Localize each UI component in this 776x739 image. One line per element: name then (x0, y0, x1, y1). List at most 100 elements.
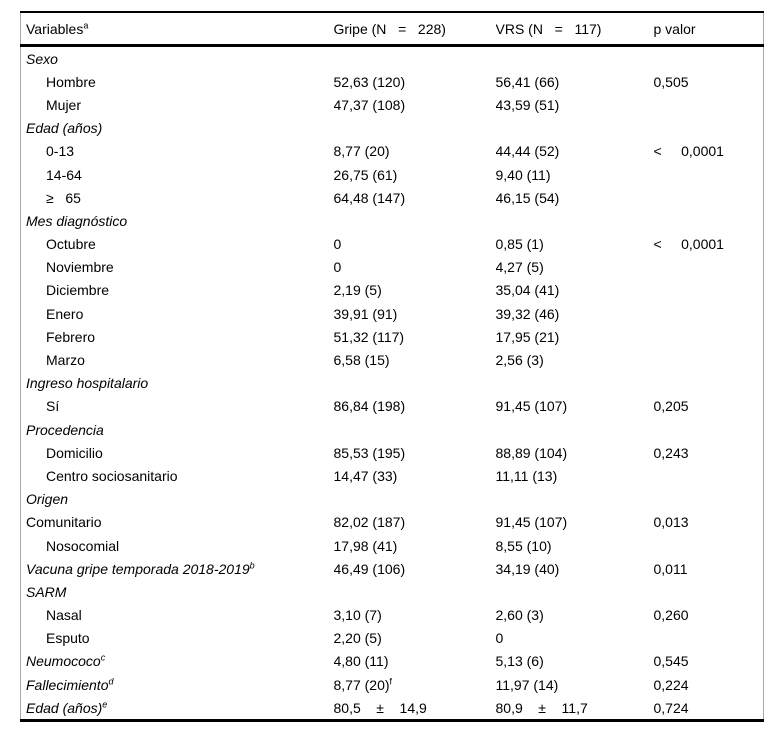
table-row: Neumocococ 4,80 (11) 5,13 (6) 0,545 (21, 650, 764, 673)
vrs-value: 88,89 (104) (495, 444, 568, 461)
vrs-value (496, 580, 654, 603)
table-row: Diciembre 2,19 (5) 35,04 (41) (21, 279, 764, 302)
header-row: Variablesa Gripe (N = 228) VRS (N = 117)… (20, 12, 764, 47)
table-row: Enero 39,91 (91) 39,32 (46) (21, 302, 764, 325)
variable-label: Febrero (46, 328, 96, 345)
gripe-value: 0 (333, 236, 342, 253)
vrs-value: 11,97 (14) (495, 676, 559, 693)
p-value: 0,224 (653, 676, 689, 693)
table-row: Mujer 47,37 (108) 43,59 (51) (21, 93, 764, 116)
footnote-marker-f: f (389, 676, 393, 686)
p-value (654, 418, 764, 441)
p-value: 0,724 (653, 699, 689, 716)
p-value (654, 46, 764, 71)
gripe-value: 14,47 (33) (333, 467, 398, 484)
p-value: < 0,0001 (653, 236, 724, 253)
gripe-value: 8,77 (20) (333, 143, 390, 160)
col-header-variables: Variablesa (20, 12, 334, 47)
variable-label: 0-13 (46, 143, 75, 160)
vrs-value: 11,11 (13) (495, 467, 558, 484)
table-body: Sexo Hombre 52,63 (120) 56,41 (66) 0,505 Muje… (21, 46, 764, 721)
vrs-value: 2,56 (3) (495, 352, 544, 369)
vrs-value (496, 488, 654, 511)
vrs-value: 5,13 (6) (495, 653, 544, 670)
variable-label: Centro sociosanitario (46, 467, 178, 484)
vrs-value (496, 117, 654, 140)
table-row: Octubre 0 0,85 (1) < 0,0001 (21, 233, 764, 256)
vrs-value: 35,04 (41) (495, 282, 560, 299)
vrs-value: 91,45 (107) (495, 398, 568, 415)
table-row: Nosocomial 17,98 (41) 8,55 (10) (21, 534, 764, 557)
footnote-marker-e: e (102, 699, 108, 710)
vrs-value: 0 (495, 630, 504, 647)
table-row: Hombre 52,63 (120) 56,41 (66) 0,505 (21, 70, 764, 93)
table-row: Sí 86,84 (198) 91,45 (107) 0,205 (21, 395, 764, 418)
table-row: Vacuna gripe temporada 2018-2019b 46,49 (… (21, 557, 764, 580)
variable-label: Sexo (26, 50, 58, 67)
table-row: SARM (21, 580, 764, 603)
gripe-value: 8,77 (20)f (333, 676, 393, 693)
vrs-value (496, 209, 654, 232)
footnote-marker-c: c (100, 652, 106, 663)
p-value (654, 488, 764, 511)
table-row: Febrero 51,32 (117) 17,95 (21) (21, 325, 764, 348)
vrs-value: 39,32 (46) (495, 305, 560, 322)
variable-label: Hombre (46, 73, 96, 90)
variable-label: Ingreso hospitalario (26, 375, 149, 392)
col-header-gripe: Gripe (N = 228) (333, 12, 496, 47)
vrs-value: 44,44 (52) (495, 143, 560, 160)
table-row: Ingreso hospitalario (21, 372, 764, 395)
variable-label: Mujer (46, 96, 82, 113)
variable-label: Origen (26, 491, 69, 508)
vrs-value (496, 372, 654, 395)
variable-label: Neumocococ (26, 652, 106, 670)
variable-label: Diciembre (46, 282, 110, 299)
gripe-value (334, 372, 496, 395)
variable-label: Vacuna gripe temporada 2018-2019b (26, 560, 255, 577)
table-row: Marzo 6,58 (15) 2,56 (3) (21, 348, 764, 371)
p-value: 0,243 (653, 444, 689, 461)
footnote-marker-d: d (108, 676, 114, 686)
variable-label: Procedencia (26, 421, 104, 438)
p-value (654, 325, 764, 348)
gripe-value: 17,98 (41) (333, 537, 398, 554)
p-value (654, 302, 764, 325)
variable-label: Sí (46, 398, 60, 415)
p-value: 0,260 (653, 607, 689, 624)
gripe-value: 3,10 (7) (333, 607, 382, 624)
gripe-value (334, 580, 496, 603)
gripe-value: 51,32 (117) (333, 328, 405, 345)
variable-label: SARM (26, 583, 67, 600)
vrs-value: 34,19 (40) (495, 560, 560, 577)
variable-label: Nosocomial (46, 537, 120, 554)
vrs-value: 80,9 ± 11,7 (495, 699, 588, 716)
p-value: 0,013 (653, 514, 689, 531)
gripe-value (334, 209, 496, 232)
gripe-value: 86,84 (198) (333, 398, 406, 415)
gripe-value: 85,53 (195) (333, 444, 406, 461)
vrs-value: 43,59 (51) (495, 96, 560, 113)
p-value: 0,505 (653, 73, 689, 90)
vrs-value: 17,95 (21) (495, 328, 560, 345)
gripe-value: 2,20 (5) (333, 630, 382, 647)
col-header-vrs: VRS (N = 117) (495, 12, 654, 47)
table-row: Centro sociosanitario 14,47 (33) 11,11 (13… (21, 464, 764, 487)
p-value (654, 534, 764, 557)
variable-label: Noviembre (46, 259, 114, 276)
vrs-value: 46,15 (54) (495, 189, 560, 206)
gripe-value: 4,80 (11) (333, 653, 389, 670)
vrs-value: 56,41 (66) (495, 73, 560, 90)
variable-label: Nasal (46, 607, 82, 624)
gripe-value: 39,91 (91) (333, 305, 398, 322)
variable-label: Comunitario (26, 514, 102, 531)
variable-label: 14-64 (46, 166, 82, 183)
variable-label: Enero (46, 305, 84, 322)
p-value (654, 93, 764, 116)
table-row: Sexo (21, 46, 764, 71)
table-row: Nasal 3,10 (7) 2,60 (3) 0,260 (21, 604, 764, 627)
variable-label: Edad (años) (26, 120, 103, 137)
footnote-marker-a: a (83, 19, 89, 30)
table-row: Esputo 2,20 (5) 0 (21, 627, 764, 650)
table-row: Noviembre 0 4,27 (5) (21, 256, 764, 279)
gripe-value: 46,49 (106) (333, 560, 406, 577)
